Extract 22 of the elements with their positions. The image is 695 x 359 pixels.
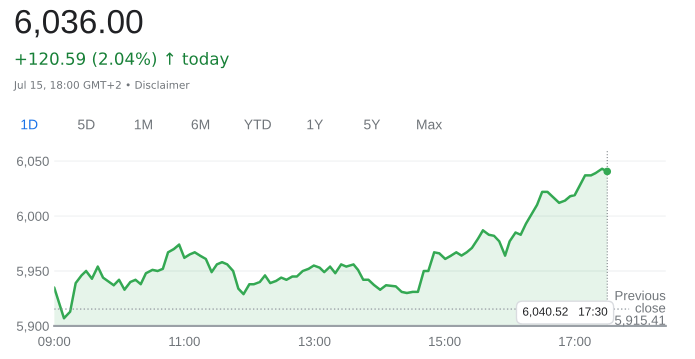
chart-subtitle: +120.59 (2.04%) ↑ today: [16, 52, 229, 68]
x-tick-label: 09:00: [38, 336, 70, 346]
ref-line-label: Previous close 5,915.41: [614, 290, 666, 326]
text: 5Y: [364, 120, 380, 130]
text: YTD: [244, 120, 271, 130]
x-tick-label: 17:00: [559, 336, 591, 346]
y-tick-label: 5,950: [16, 266, 49, 278]
x-tick-label: 11:00: [169, 336, 200, 346]
text: 1M: [134, 120, 152, 130]
chart-title: 6,036.00: [16, 10, 142, 38]
text: 5D: [78, 120, 95, 130]
text: Max: [417, 120, 442, 130]
text: Jul 15, 18:00 GMT+2 • Disclaimer: [13, 80, 190, 91]
text: 1Y: [307, 120, 324, 130]
text: 6M: [192, 120, 210, 130]
y-tick-label: 6,050: [17, 156, 49, 168]
x-tick-label: 13:00: [298, 336, 330, 346]
annotation: 6,040.52 17:30: [522, 307, 608, 318]
text: 1D: [21, 120, 38, 130]
y-tick-label: 5,900: [16, 322, 49, 332]
x-tick-label: 15:00: [429, 336, 461, 346]
y-tick-label: 6,000: [17, 212, 49, 222]
